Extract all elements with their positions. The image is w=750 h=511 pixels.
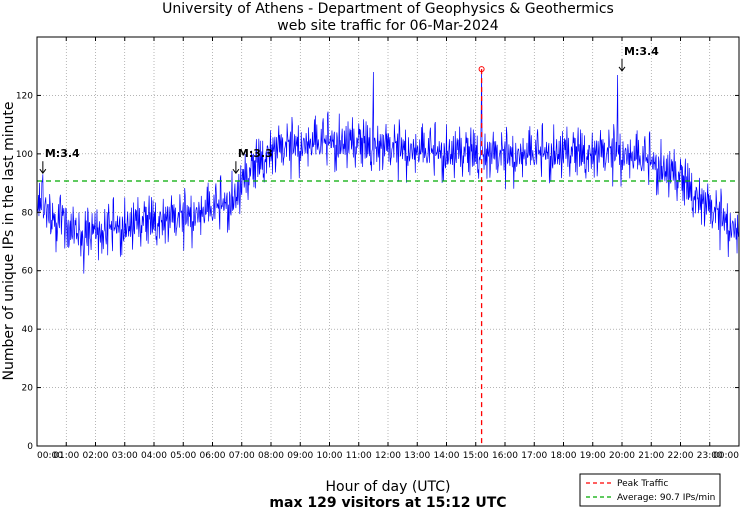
x-tick-label: 00:00 [713, 451, 739, 461]
x-tick-label: 05:00 [170, 451, 196, 461]
y-axis-label: Number of unique IPs in the last minute [1, 102, 17, 381]
x-axis-note: max 129 visitors at 15:12 UTC [269, 495, 506, 511]
data-layer [36, 66, 740, 446]
y-tick-label: 20 [22, 384, 34, 394]
x-tick-label: 13:00 [404, 451, 430, 461]
chart-subtitle: web site traffic for 06-Mar-2024 [277, 18, 499, 34]
x-tick-label: 23:00 [697, 451, 723, 461]
x-tick-label: 21:00 [638, 451, 664, 461]
annotation-label: M:3.3 [238, 147, 273, 160]
x-tick-label: 15:00 [463, 451, 489, 461]
x-tick-label: 09:00 [287, 451, 313, 461]
x-tick-label: 02:00 [83, 451, 109, 461]
peak-marker [478, 66, 485, 73]
legend-box [579, 473, 721, 507]
x-tick-label: 14:00 [434, 451, 460, 461]
annotation-arrowhead [39, 168, 47, 175]
traffic-series-line [36, 69, 740, 274]
x-tick-label: 18:00 [551, 451, 577, 461]
legend-average-label: Average: 90.7 IPs/min [617, 493, 715, 503]
x-tick-label: 00:00 [37, 451, 63, 461]
annotation-label: M:3.4 [45, 147, 80, 160]
x-tick-label: 17:00 [521, 451, 547, 461]
x-tick-label: 19:00 [580, 451, 606, 461]
x-tick-label: 12:00 [375, 451, 401, 461]
y-tick-label: 100 [16, 150, 33, 160]
x-axis-label: Hour of day (UTC) [326, 479, 451, 495]
legend: Peak Traffic Average: 90.7 IPs/min [579, 473, 721, 507]
legend-peak-label: Peak Traffic [617, 479, 668, 489]
annotations: M:3.4 M:3.3 M:3.4 [39, 45, 659, 175]
x-tick-label: 20:00 [609, 451, 635, 461]
y-tick-label: 60 [22, 267, 34, 277]
x-tick-label: 10:00 [317, 451, 343, 461]
y-tick-label: 80 [22, 208, 34, 218]
annotation-label: M:3.4 [624, 45, 659, 58]
grid [37, 37, 739, 446]
x-tick-label: 06:00 [200, 451, 226, 461]
annotation-arrowhead [618, 66, 626, 72]
x-tick-label: 22:00 [668, 451, 694, 461]
x-tick-label: 01:00 [53, 451, 79, 461]
chart-title: University of Athens - Department of Geo… [162, 1, 614, 17]
x-tick-label: 03:00 [112, 451, 138, 461]
y-tick-label: 40 [22, 325, 34, 335]
x-tick-label: 08:00 [258, 451, 284, 461]
x-tick-label: 07:00 [229, 451, 255, 461]
annotation-arrowhead [232, 168, 240, 175]
y-tick-label: 120 [16, 91, 33, 101]
x-tick-label: 04:00 [141, 451, 167, 461]
x-tick-label: 11:00 [346, 451, 372, 461]
x-tick-label: 16:00 [492, 451, 518, 461]
y-tick-label: 0 [27, 442, 33, 452]
